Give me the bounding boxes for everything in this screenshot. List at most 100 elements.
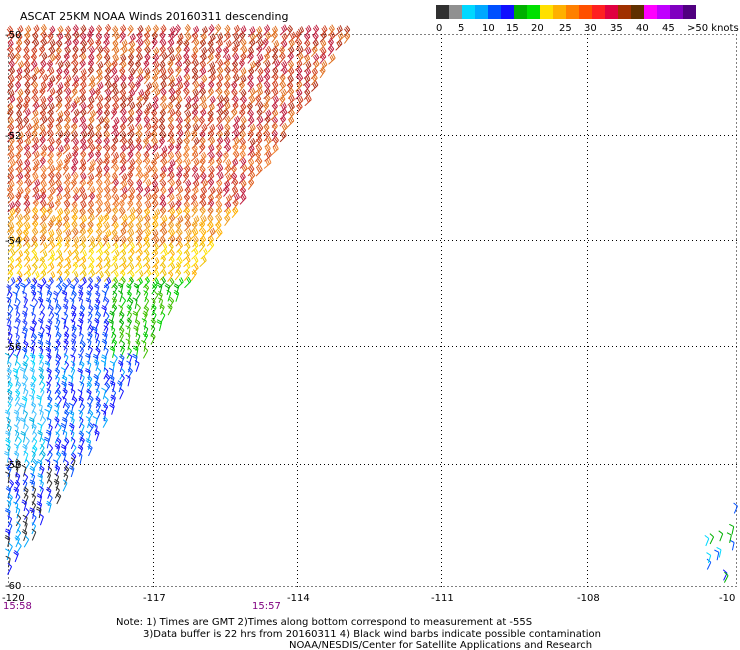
wind-barb bbox=[303, 46, 312, 58]
wind-barb bbox=[151, 60, 160, 72]
wind-barb bbox=[31, 227, 39, 240]
wind-barb bbox=[94, 429, 100, 442]
wind-barb bbox=[95, 67, 103, 80]
wind-barb bbox=[15, 521, 21, 534]
wind-barb bbox=[111, 25, 119, 38]
wind-barb bbox=[54, 431, 60, 444]
wind-barb bbox=[168, 87, 176, 100]
wind-barb bbox=[15, 458, 21, 471]
wind-barb bbox=[238, 30, 246, 43]
wind-barb bbox=[120, 220, 128, 232]
wind-barb bbox=[134, 136, 142, 149]
wind-barb bbox=[320, 60, 328, 72]
wind-barb bbox=[119, 242, 127, 254]
wind-barb bbox=[190, 269, 197, 282]
wind-barb bbox=[224, 24, 231, 37]
wind-barb bbox=[319, 46, 327, 59]
wind-barb bbox=[86, 402, 92, 415]
wind-barb bbox=[215, 115, 223, 127]
wind-barb bbox=[184, 228, 192, 240]
wind-barb bbox=[141, 318, 147, 330]
wind-barb bbox=[7, 269, 14, 282]
wind-barb bbox=[55, 137, 62, 150]
wind-barb bbox=[60, 422, 67, 435]
wind-barb bbox=[135, 53, 143, 65]
wind-barb bbox=[144, 192, 152, 204]
wind-barb bbox=[126, 108, 135, 120]
wind-barb bbox=[142, 346, 149, 359]
wind-barb bbox=[166, 67, 174, 79]
wind-barb bbox=[80, 32, 87, 45]
wind-barb bbox=[46, 289, 53, 302]
wind-barb bbox=[37, 473, 43, 485]
wind-barb bbox=[14, 429, 20, 442]
wind-barb bbox=[271, 116, 278, 128]
wind-barb bbox=[38, 443, 45, 456]
wind-barb bbox=[223, 88, 230, 101]
wind-barb bbox=[40, 149, 47, 162]
wind-barb bbox=[54, 52, 62, 65]
wind-barb bbox=[29, 507, 35, 519]
wind-barb bbox=[55, 492, 62, 505]
wind-barb bbox=[15, 66, 23, 79]
wind-barb bbox=[14, 109, 23, 122]
wind-barb bbox=[104, 261, 111, 274]
wind-barb bbox=[47, 219, 54, 232]
wind-barb bbox=[126, 221, 134, 233]
wind-barb bbox=[68, 402, 74, 415]
wind-barb bbox=[151, 179, 159, 192]
wind-barb bbox=[71, 236, 80, 248]
wind-barb bbox=[160, 150, 168, 163]
wind-barb bbox=[200, 171, 207, 184]
wind-barb bbox=[175, 65, 182, 78]
wind-barb bbox=[93, 359, 100, 372]
wind-barb bbox=[112, 354, 118, 367]
wind-barb bbox=[112, 46, 120, 58]
wind-barb bbox=[255, 135, 263, 148]
wind-barb bbox=[271, 39, 280, 51]
wind-barb bbox=[111, 185, 118, 198]
wind-barb bbox=[45, 324, 51, 337]
wind-barb bbox=[15, 361, 21, 374]
wind-barb bbox=[159, 262, 166, 275]
wind-barb bbox=[120, 172, 128, 185]
wind-barb bbox=[30, 249, 37, 262]
wind-barb bbox=[254, 81, 263, 93]
wind-barb bbox=[151, 172, 159, 184]
wind-barb bbox=[64, 95, 72, 107]
wind-barb bbox=[46, 487, 52, 499]
wind-barb bbox=[70, 122, 78, 134]
wind-barb bbox=[71, 206, 79, 219]
wind-barb bbox=[23, 199, 31, 212]
wind-barb bbox=[8, 59, 15, 72]
wind-barb bbox=[117, 380, 123, 393]
wind-barb bbox=[247, 178, 255, 190]
wind-barb bbox=[224, 164, 232, 176]
wind-barb bbox=[21, 464, 27, 477]
wind-barb bbox=[63, 268, 70, 281]
wind-barb bbox=[168, 207, 176, 219]
wind-barb bbox=[48, 171, 55, 184]
wind-barb bbox=[200, 248, 208, 260]
wind-barb bbox=[7, 31, 15, 43]
wind-barb bbox=[199, 46, 208, 58]
wind-barb bbox=[287, 51, 294, 64]
wind-barb bbox=[160, 52, 168, 64]
wind-barb bbox=[103, 164, 110, 177]
wind-barb bbox=[111, 255, 118, 267]
wind-barb bbox=[111, 39, 119, 51]
wind-barb bbox=[103, 270, 111, 282]
wind-barb bbox=[88, 74, 96, 87]
wind-barb bbox=[78, 255, 87, 267]
wind-barb bbox=[112, 163, 120, 176]
wind-barb bbox=[335, 39, 343, 51]
wind-barb bbox=[119, 81, 127, 93]
legend-tick-30: 30 bbox=[584, 23, 597, 34]
wind-barb bbox=[104, 23, 112, 36]
wind-barb bbox=[111, 228, 118, 241]
wind-barb bbox=[176, 170, 183, 183]
wind-barb bbox=[87, 409, 94, 422]
wind-barb bbox=[158, 67, 167, 79]
wind-barb bbox=[100, 360, 107, 372]
wind-barb bbox=[247, 80, 255, 93]
